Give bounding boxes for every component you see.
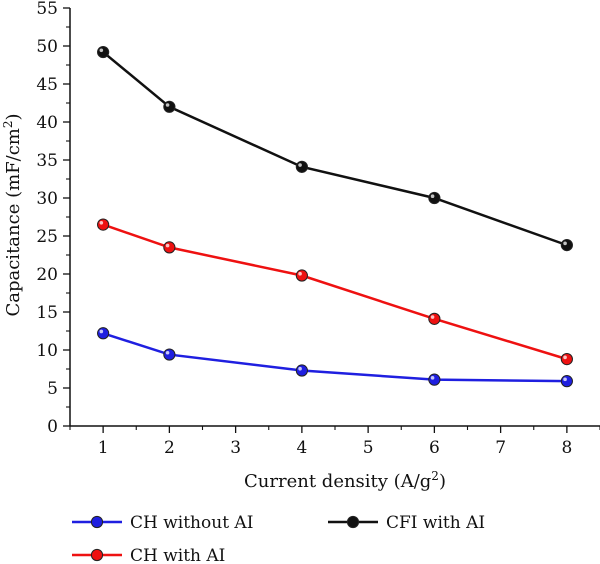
x-tick-label: 7 bbox=[495, 438, 506, 458]
x-tick-label: 3 bbox=[230, 438, 241, 458]
data-point bbox=[295, 160, 308, 173]
data-point-highlight bbox=[430, 315, 435, 319]
x-tick-label: 5 bbox=[363, 438, 374, 458]
legend-label: CH without AI bbox=[130, 513, 253, 533]
x-axis-title: Current density (A/g2) bbox=[244, 469, 446, 492]
data-point-highlight bbox=[563, 377, 567, 382]
y-tick-label: 40 bbox=[36, 113, 58, 133]
data-point-highlight bbox=[430, 194, 435, 198]
y-axis-title: Capacitance (mF/cm2) bbox=[1, 113, 24, 316]
data-point-highlight bbox=[99, 48, 104, 53]
data-point bbox=[560, 239, 573, 252]
x-tick-label: 8 bbox=[561, 438, 572, 458]
data-point-highlight bbox=[165, 243, 170, 248]
series-1 bbox=[97, 218, 573, 366]
legend-swatch-marker bbox=[346, 515, 360, 529]
data-point bbox=[295, 269, 308, 282]
series-layer bbox=[97, 45, 573, 388]
y-tick-label: 55 bbox=[36, 0, 58, 19]
data-point bbox=[560, 375, 573, 388]
data-point bbox=[428, 312, 441, 325]
data-point-highlight bbox=[298, 366, 302, 371]
y-tick-label: 5 bbox=[47, 379, 58, 399]
y-tick-label: 10 bbox=[36, 341, 58, 361]
x-tick-label: 1 bbox=[98, 438, 109, 458]
y-tick-label: 25 bbox=[36, 227, 58, 247]
data-point bbox=[97, 218, 110, 231]
series-2 bbox=[97, 45, 573, 252]
data-point-highlight bbox=[430, 376, 435, 380]
data-point bbox=[97, 45, 110, 59]
data-point bbox=[428, 191, 441, 205]
series-0 bbox=[97, 327, 573, 388]
data-point bbox=[163, 241, 176, 254]
data-point bbox=[163, 100, 176, 113]
legend: CH without AI CFI with AI CH with AI bbox=[72, 513, 485, 564]
y-tick-label: 45 bbox=[36, 75, 58, 95]
legend-item: CH with AI bbox=[72, 546, 225, 564]
data-point-highlight bbox=[165, 350, 170, 355]
data-point bbox=[97, 327, 110, 340]
legend-swatch-marker bbox=[90, 548, 104, 562]
legend-swatch-marker bbox=[90, 515, 104, 529]
x-tick-label: 2 bbox=[164, 438, 175, 458]
series-line bbox=[102, 51, 568, 247]
data-point-highlight bbox=[298, 271, 302, 276]
x-tick-label: 4 bbox=[296, 438, 307, 458]
y-tick-label: 0 bbox=[47, 417, 58, 437]
data-point-highlight bbox=[563, 355, 567, 360]
data-point bbox=[560, 353, 573, 366]
y-tick-label: 20 bbox=[36, 265, 58, 285]
y-tick-label: 30 bbox=[36, 189, 58, 209]
data-point bbox=[428, 373, 441, 386]
data-point-highlight bbox=[99, 329, 104, 334]
legend-item: CH without AI bbox=[72, 513, 253, 533]
legend-label: CH with AI bbox=[130, 546, 225, 564]
data-point-highlight bbox=[563, 241, 567, 246]
data-point bbox=[295, 364, 308, 377]
legend-item: CFI with AI bbox=[328, 513, 485, 533]
y-tick-label: 15 bbox=[36, 303, 58, 323]
y-tick-label: 50 bbox=[36, 37, 58, 57]
data-point-highlight bbox=[298, 163, 302, 167]
y-tick-label: 35 bbox=[36, 151, 58, 171]
x-tick-label: 6 bbox=[429, 438, 440, 458]
data-point bbox=[163, 348, 176, 361]
legend-label: CFI with AI bbox=[386, 513, 485, 533]
data-point-highlight bbox=[99, 221, 104, 225]
data-point-highlight bbox=[165, 103, 170, 107]
